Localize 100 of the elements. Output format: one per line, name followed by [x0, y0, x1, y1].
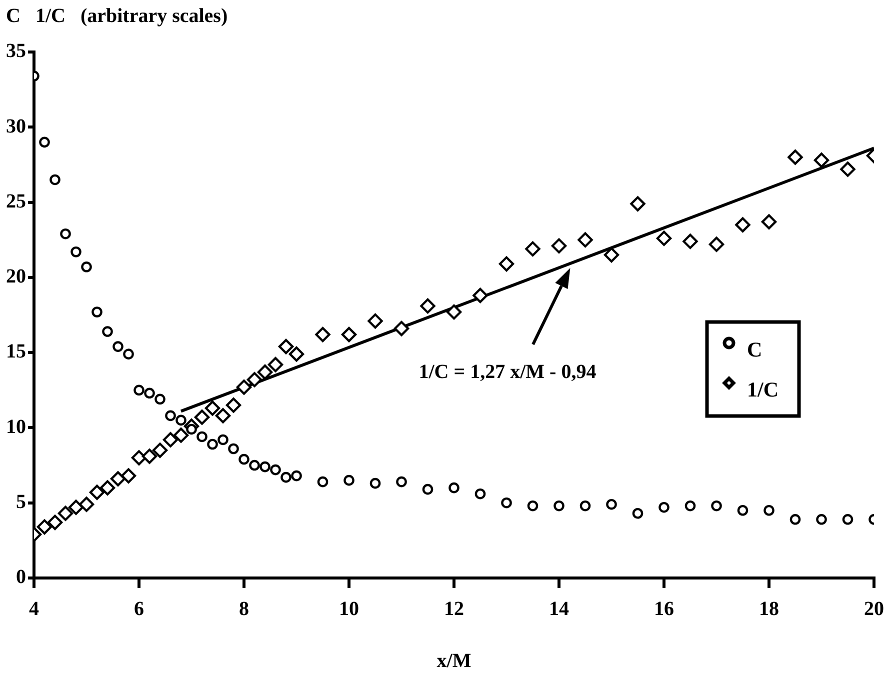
x-tick-label: 8 — [239, 598, 249, 620]
point — [370, 478, 381, 489]
y-axis-title: C 1/C (arbitrary scales) — [6, 5, 228, 27]
point — [317, 476, 328, 488]
point — [420, 298, 436, 314]
point — [207, 438, 218, 450]
point — [89, 484, 105, 500]
point — [315, 326, 330, 342]
annotation: 1/C = 1,27 x/M - 0,94 — [418, 361, 596, 384]
x-axis-title: x/M — [436, 650, 472, 672]
point — [498, 256, 514, 272]
point — [81, 262, 92, 272]
point — [123, 348, 134, 360]
point — [842, 514, 854, 525]
point — [527, 500, 538, 512]
point — [70, 246, 82, 258]
point — [39, 136, 50, 148]
point — [630, 196, 646, 212]
point — [47, 514, 63, 530]
point — [291, 470, 302, 482]
point — [260, 461, 270, 472]
point — [606, 498, 617, 510]
point — [735, 217, 750, 232]
x-tick-label: 16 — [654, 598, 674, 620]
point — [422, 484, 434, 495]
point — [288, 346, 304, 362]
point — [790, 514, 801, 525]
point — [68, 500, 84, 515]
legend-label: 1/C — [747, 377, 778, 402]
y-tick-label: 25 — [6, 190, 26, 212]
point — [176, 414, 186, 426]
y-tick-label: 10 — [6, 416, 26, 438]
point — [60, 228, 71, 240]
x-tick-label: 14 — [549, 598, 569, 620]
point — [344, 474, 354, 486]
point — [173, 428, 189, 443]
point — [100, 480, 116, 496]
point — [280, 472, 292, 483]
point — [711, 500, 722, 512]
y-tick-label: 20 — [6, 266, 26, 288]
point — [249, 460, 260, 471]
point — [186, 424, 197, 435]
point — [525, 241, 540, 256]
point — [131, 450, 147, 466]
y-tick-label: 35 — [6, 40, 26, 62]
x-tick-label: 6 — [134, 598, 144, 620]
point — [501, 497, 512, 508]
point — [270, 464, 281, 476]
point — [632, 508, 644, 519]
point — [120, 468, 136, 484]
point — [448, 482, 460, 494]
point — [368, 313, 383, 329]
point — [341, 326, 357, 342]
point — [604, 247, 620, 262]
x-tick-label: 4 — [29, 598, 39, 620]
y-tick-label: 5 — [16, 491, 26, 514]
point — [278, 338, 294, 354]
point — [682, 234, 698, 249]
point — [816, 514, 827, 525]
point — [472, 288, 488, 304]
point — [474, 488, 486, 500]
point — [36, 519, 52, 535]
point — [246, 372, 262, 388]
point — [92, 306, 102, 318]
point — [142, 448, 158, 464]
x-tick-label: 12 — [444, 598, 464, 620]
point — [78, 496, 94, 512]
point — [236, 380, 252, 395]
point — [446, 304, 462, 320]
point — [814, 152, 830, 168]
point — [228, 443, 239, 454]
point — [394, 320, 410, 336]
point — [708, 236, 724, 252]
point — [154, 394, 166, 405]
point — [226, 398, 242, 413]
point — [215, 408, 231, 424]
point — [196, 431, 208, 442]
point — [840, 162, 856, 177]
point — [578, 232, 593, 248]
point — [112, 341, 124, 352]
point — [580, 500, 591, 512]
point — [396, 476, 407, 488]
y-tick-label: 0 — [16, 566, 26, 588]
x-tick-label: 18 — [759, 598, 779, 620]
point — [788, 150, 803, 165]
legend-label: C — [747, 337, 762, 362]
point — [110, 471, 126, 486]
point — [50, 174, 60, 186]
point — [58, 506, 74, 521]
point — [764, 504, 774, 516]
point — [102, 326, 113, 337]
point — [761, 214, 777, 230]
point — [684, 500, 696, 512]
point — [152, 442, 168, 458]
y-tick-label: 30 — [6, 115, 26, 138]
point — [551, 238, 567, 254]
point — [194, 410, 210, 425]
point — [238, 454, 250, 465]
point — [554, 500, 564, 512]
point — [656, 230, 672, 246]
